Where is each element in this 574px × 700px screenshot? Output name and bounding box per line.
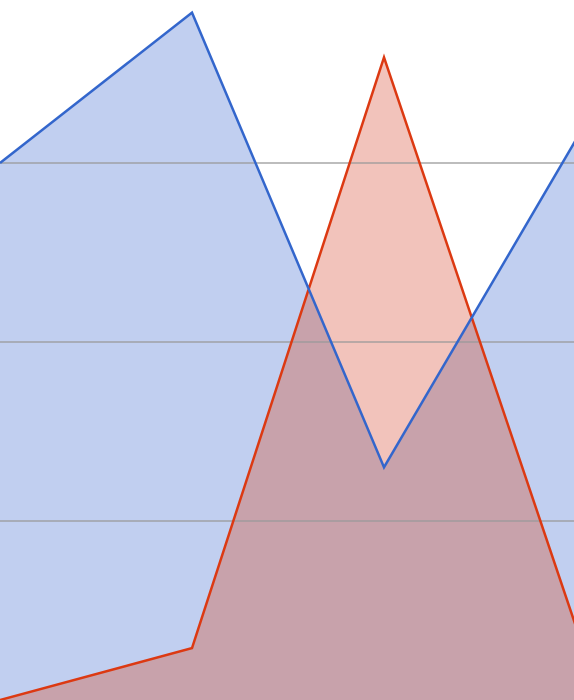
series-2-line [0, 53, 574, 700]
series-1-line [0, 10, 574, 471]
